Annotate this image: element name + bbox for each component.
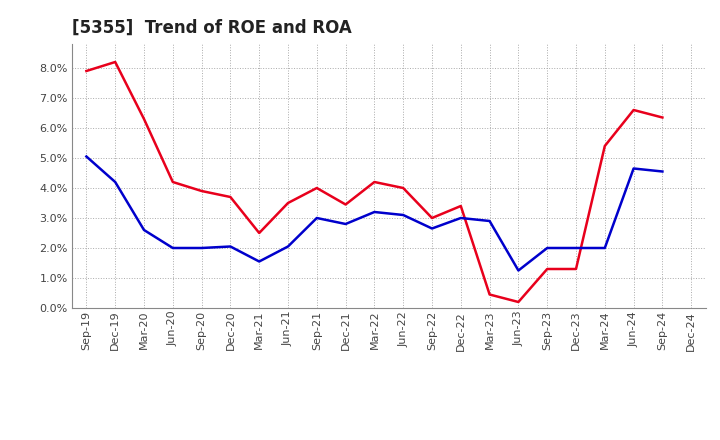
ROE [600, 143, 609, 149]
ROE [255, 231, 264, 236]
ROE [111, 59, 120, 65]
ROA [572, 246, 580, 251]
ROE [399, 185, 408, 191]
ROA [600, 246, 609, 251]
Line: ROE: ROE [86, 62, 662, 302]
ROE [341, 202, 350, 207]
ROA [428, 226, 436, 231]
ROE [428, 215, 436, 220]
ROE [485, 292, 494, 297]
ROA [226, 244, 235, 249]
ROA [312, 215, 321, 220]
ROA [341, 221, 350, 227]
Text: [5355]  Trend of ROE and ROA: [5355] Trend of ROE and ROA [72, 19, 352, 37]
ROA [514, 268, 523, 273]
ROE [140, 116, 148, 121]
ROA [629, 166, 638, 171]
ROE [82, 68, 91, 73]
ROE [572, 266, 580, 271]
ROA [370, 209, 379, 215]
ROA [197, 246, 206, 251]
ROA [399, 213, 408, 218]
ROA [456, 215, 465, 220]
ROA [658, 169, 667, 174]
ROE [514, 299, 523, 304]
ROA [485, 218, 494, 224]
ROE [226, 194, 235, 200]
ROA [284, 244, 292, 249]
Line: ROA: ROA [86, 157, 662, 271]
ROA [543, 246, 552, 251]
ROE [456, 203, 465, 209]
ROA [111, 180, 120, 185]
ROA [255, 259, 264, 264]
ROE [312, 185, 321, 191]
ROE [658, 115, 667, 120]
ROE [197, 188, 206, 194]
ROE [543, 266, 552, 271]
ROE [629, 107, 638, 113]
ROA [82, 154, 91, 159]
ROE [370, 180, 379, 185]
ROE [168, 180, 177, 185]
ROA [140, 227, 148, 233]
ROA [168, 246, 177, 251]
ROE [284, 200, 292, 205]
